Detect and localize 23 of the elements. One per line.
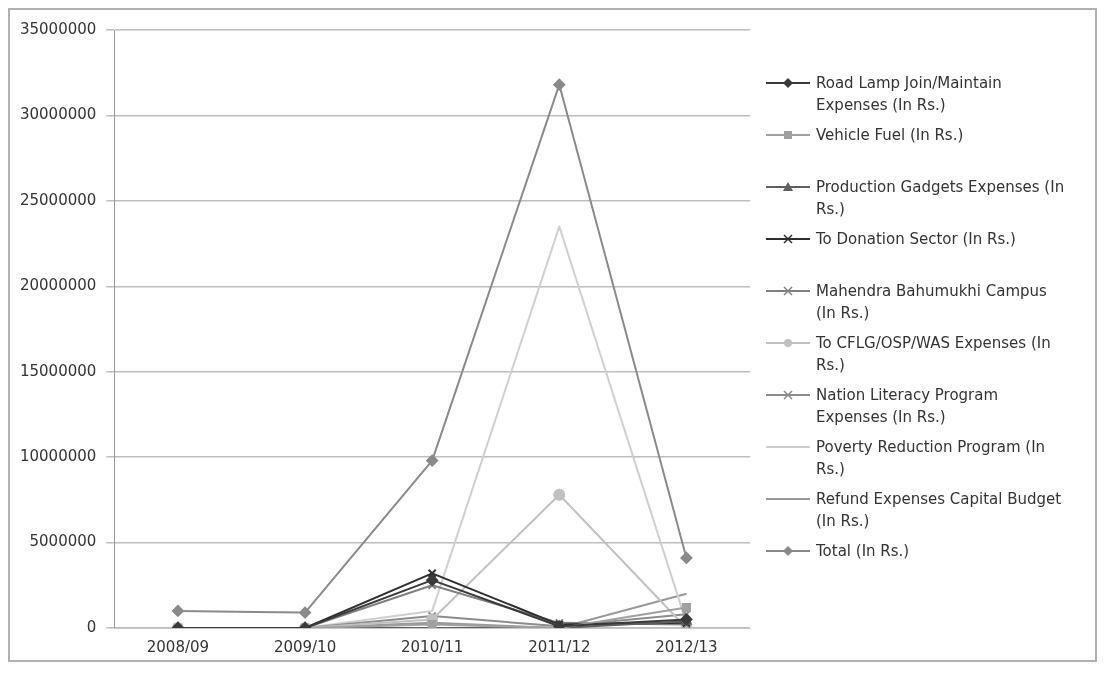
legend-label: Vehicle Fuel (In Rs.) <box>816 125 964 146</box>
x-tick-label: 2009/10 <box>273 637 337 656</box>
x-tick-label: 2010/11 <box>401 637 464 656</box>
legend-label: To Donation Sector (In Rs.) <box>816 229 1016 250</box>
y-tick-label: 35000000 <box>19 19 97 38</box>
legend-label: Refund Expenses Capital Budget (In Rs.) <box>816 489 1063 532</box>
y-tick-label: 25000000 <box>19 190 97 209</box>
legend-label: Poverty Reduction Program (In Rs.) <box>816 437 1047 480</box>
y-tick-label: 10000000 <box>19 447 97 466</box>
legend-label: Road Lamp Join/Maintain Expenses (In Rs.) <box>816 73 1003 116</box>
y-tick-label: 20000000 <box>19 276 97 295</box>
y-tick-label: 15000000 <box>19 361 97 380</box>
legend-label: Nation Literacy Program Expenses (In Rs.) <box>816 385 1000 428</box>
legend-label: Total (In Rs.) <box>816 541 910 562</box>
legend-label: Production Gadgets Expenses (In Rs.) <box>816 177 1066 220</box>
x-tick-label: 2012/13 <box>655 637 718 656</box>
y-tick-label: 0 <box>86 617 97 636</box>
x-tick-label: 2008/09 <box>146 637 210 656</box>
x-tick-label: 2011/12 <box>528 637 591 656</box>
y-tick-label: 5000000 <box>29 532 97 551</box>
legend-label: To CFLG/OSP/WAS Expenses (In Rs.) <box>816 333 1052 376</box>
legend-label: Mahendra Bahumukhi Campus (In Rs.) <box>816 281 1048 324</box>
y-tick-label: 30000000 <box>19 105 97 124</box>
